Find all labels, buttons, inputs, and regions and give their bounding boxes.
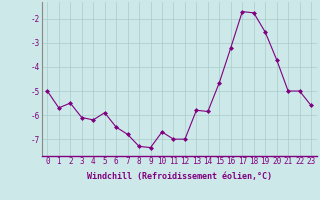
- X-axis label: Windchill (Refroidissement éolien,°C): Windchill (Refroidissement éolien,°C): [87, 172, 272, 181]
